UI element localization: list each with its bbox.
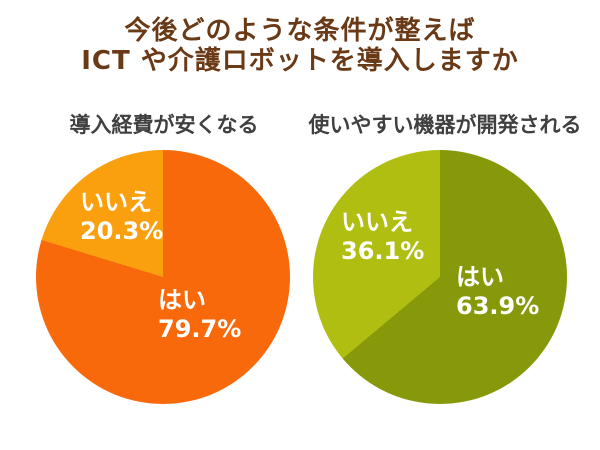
- pie-right-subtitle: 使いやすい機器が開発される: [308, 113, 582, 137]
- slice-label-no-text: いいえ: [80, 188, 152, 216]
- slice-label-yes: はい 79.7%: [158, 286, 241, 344]
- slice-label-no: いいえ 36.1%: [341, 208, 424, 266]
- slice-label-no-value: 20.3%: [80, 217, 164, 245]
- slice-label-yes-text: はい: [456, 263, 504, 291]
- pie-chart-cost-reduction: いいえ 20.3% はい 79.7%: [36, 150, 290, 404]
- slice-label-no: いいえ 20.3%: [80, 188, 163, 246]
- slice-label-yes-value: 63.9%: [456, 292, 540, 320]
- pie-chart-easy-to-use-devices: いいえ 36.1% はい 63.9%: [313, 150, 567, 404]
- chart-title-line2: ICT や介護ロボットを導入しますか: [81, 46, 519, 76]
- chart-title-line1: 今後どのような条件が整えば: [124, 16, 476, 46]
- slice-label-yes-value: 79.7%: [158, 315, 242, 343]
- slice-label-yes-text: はい: [158, 286, 206, 314]
- slice-label-yes: はい 63.9%: [456, 263, 539, 321]
- pie-left-subtitle: 導入経費が安くなる: [69, 113, 259, 137]
- chart-title: 今後どのような条件が整えば ICT や介護ロボットを導入しますか: [0, 16, 600, 76]
- slice-label-no-text: いいえ: [341, 208, 413, 236]
- slice-label-no-value: 36.1%: [341, 237, 425, 265]
